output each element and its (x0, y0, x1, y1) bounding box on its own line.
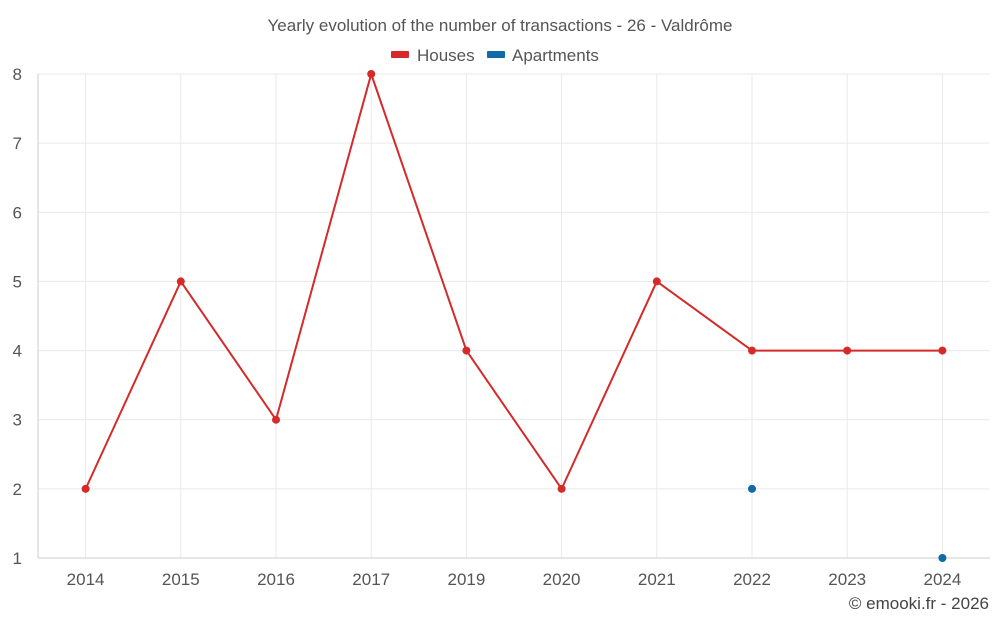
data-point-houses[interactable] (748, 346, 756, 355)
legend-label-houses: Houses (417, 46, 475, 65)
legend-swatch-apartments (487, 51, 505, 58)
x-tick-label: 2020 (543, 570, 581, 589)
data-point-houses[interactable] (367, 70, 376, 78)
legend-label-apartments: Apartments (512, 46, 599, 65)
legend-item-apartments[interactable]: Apartments (487, 46, 599, 65)
y-axis: 1 2 3 4 5 6 7 8 (13, 65, 22, 568)
data-point-houses[interactable] (843, 346, 852, 355)
data-point-houses[interactable] (81, 484, 90, 493)
data-point-houses[interactable] (938, 346, 947, 355)
y-tick-label: 1 (13, 549, 22, 568)
legend: Houses Apartments (391, 46, 599, 65)
x-tick-label: 2024 (923, 570, 961, 589)
y-tick-label: 2 (13, 480, 22, 499)
data-point-houses[interactable] (652, 277, 661, 286)
credit-text: © emooki.fr - 2026 (849, 594, 989, 613)
y-tick-label: 3 (13, 411, 22, 430)
series-line-houses (84, 73, 943, 490)
data-point-apartments[interactable] (938, 554, 947, 562)
plot-area (81, 70, 947, 562)
y-tick-label: 5 (13, 272, 22, 291)
x-tick-label: 2017 (352, 570, 390, 589)
x-tick-label: 2019 (447, 570, 485, 589)
data-point-apartments[interactable] (748, 484, 756, 493)
x-tick-label: 2023 (828, 570, 866, 589)
grid (37, 73, 990, 559)
legend-item-houses[interactable]: Houses (391, 46, 475, 65)
x-tick-label: 2022 (733, 570, 771, 589)
data-point-houses[interactable] (557, 484, 566, 493)
x-tick-label: 2021 (638, 570, 676, 589)
y-tick-label: 8 (13, 65, 22, 84)
y-tick-label: 4 (13, 342, 22, 361)
data-point-houses[interactable] (176, 277, 185, 286)
y-tick-label: 6 (13, 203, 22, 222)
y-tick-label: 7 (13, 134, 22, 153)
chart-title: Yearly evolution of the number of transa… (268, 16, 733, 35)
legend-swatch-houses (391, 51, 409, 58)
x-axis: 2014 2015 2016 2017 2019 2020 2021 2022 2023 2024 (67, 570, 962, 589)
x-tick-label: 2015 (162, 570, 200, 589)
data-point-houses[interactable] (272, 415, 280, 424)
x-tick-label: 2016 (257, 570, 295, 589)
x-tick-label: 2014 (67, 570, 105, 589)
data-point-houses[interactable] (462, 346, 471, 355)
